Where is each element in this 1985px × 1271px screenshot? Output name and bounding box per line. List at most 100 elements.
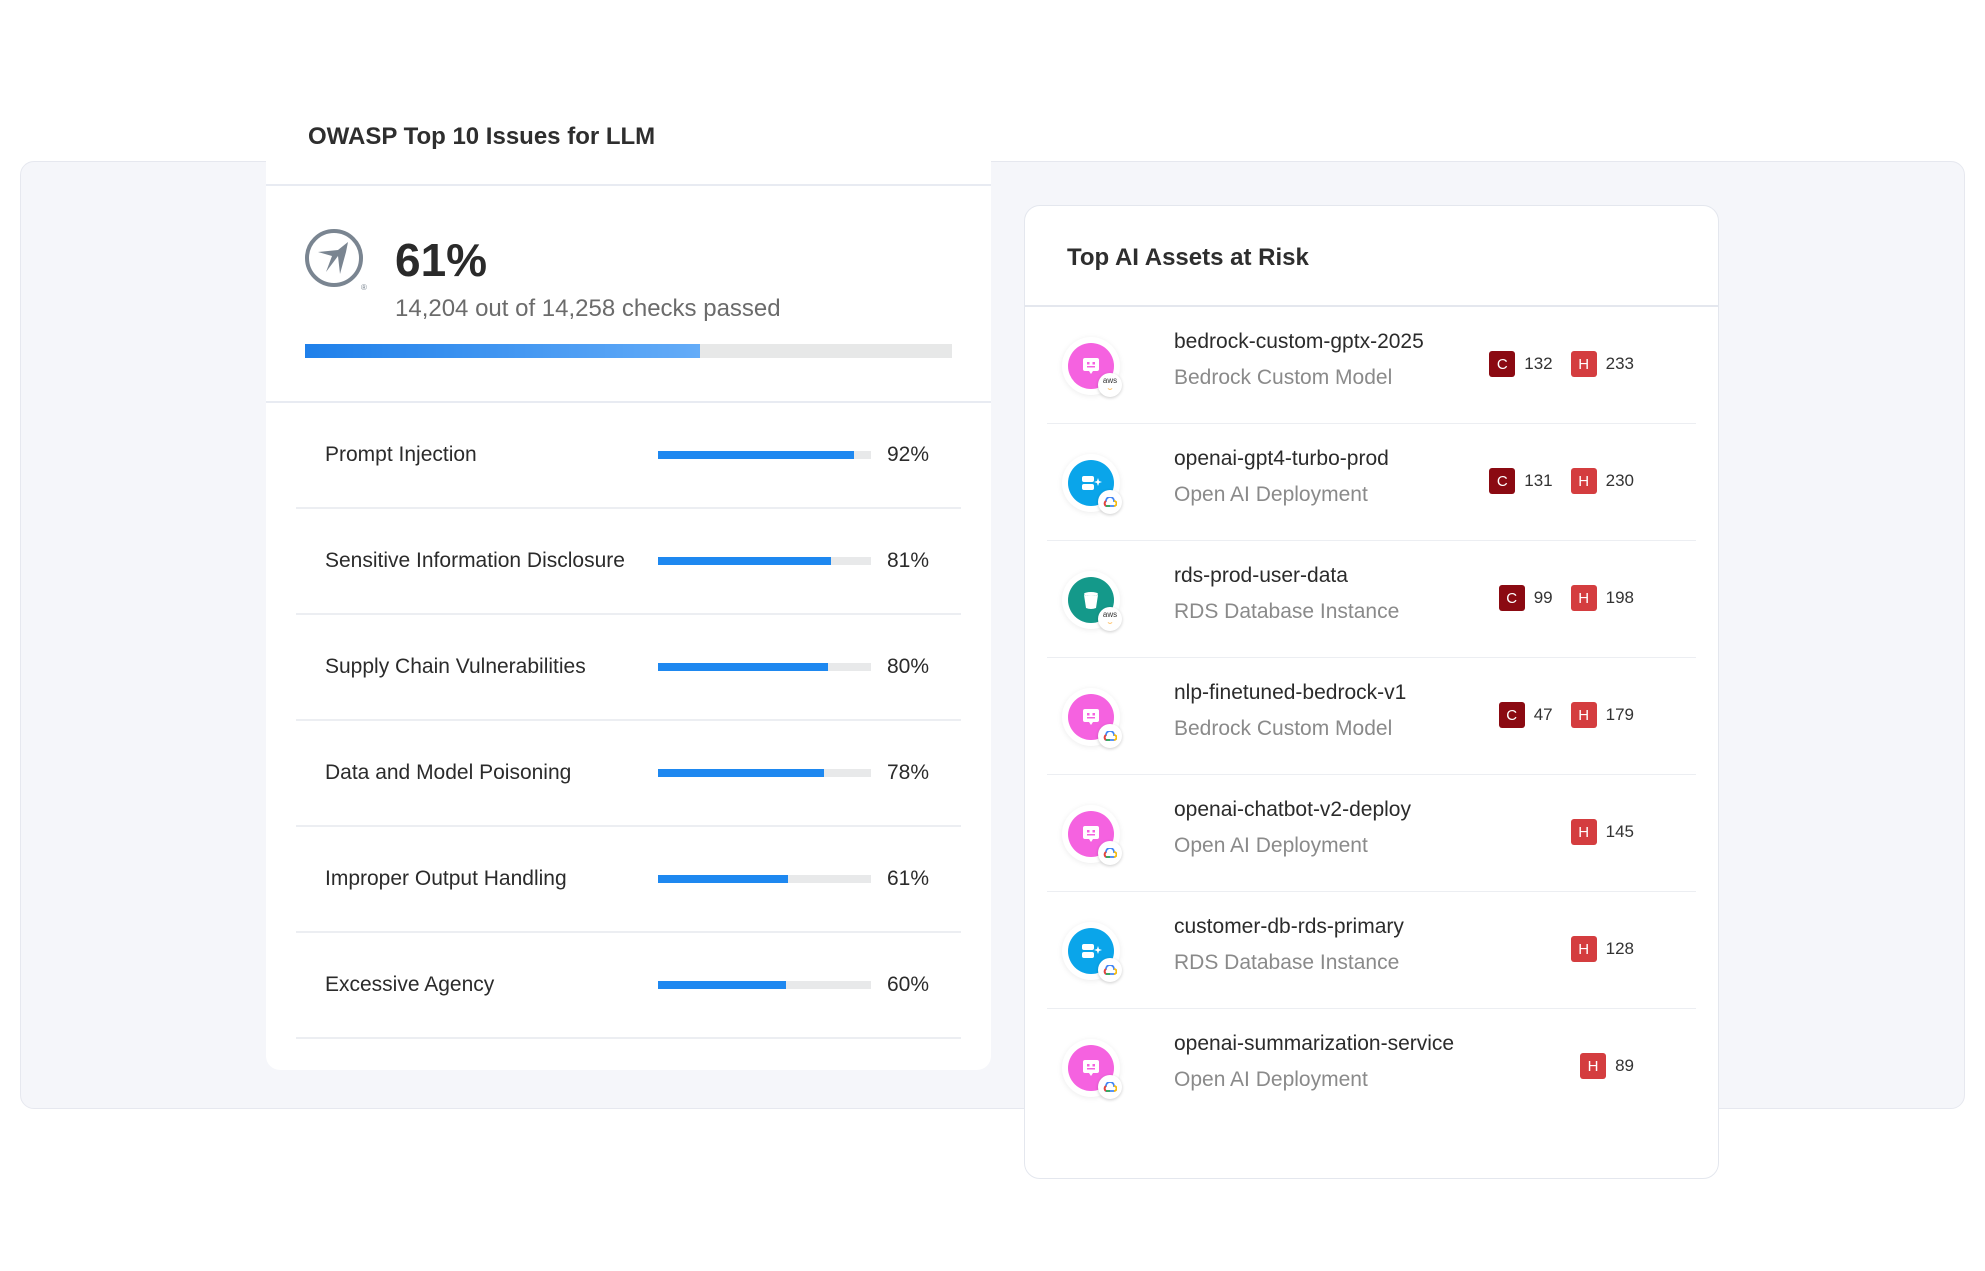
issue-progress-bar [658,663,871,671]
asset-icon [1062,1039,1122,1099]
critical-number: 47 [1533,705,1553,724]
asset-row[interactable]: nlp-finetuned-bedrock-v1 Bedrock Custom … [1047,658,1696,775]
issue-percent: 81% [886,549,929,572]
asset-row[interactable]: openai-chatbot-v2-deploy Open AI Deploym… [1047,775,1696,892]
severity-badges: C 47 H 179 [1481,702,1634,728]
issue-progress-fill [658,451,854,459]
critical-count: C 99 [1498,585,1553,611]
owasp-title: OWASP Top 10 Issues for LLM [266,85,991,186]
asset-row[interactable]: openai-gpt4-turbo-prod Open AI Deploymen… [1047,424,1696,541]
high-number: 179 [1605,705,1634,724]
gcp-logo-icon [1098,841,1122,865]
high-count: H 89 [1580,1053,1634,1079]
issue-progress-bar [658,875,871,883]
assets-title: Top AI Assets at Risk [1025,206,1718,307]
aws-logo-icon: aws ⌣ [1098,607,1122,631]
high-count: H 198 [1570,585,1634,611]
overall-progress-fill [305,344,700,358]
asset-type: Bedrock Custom Model [1174,366,1393,389]
high-badge: H [1570,468,1597,494]
issue-row[interactable]: Supply Chain Vulnerabilities 80% [296,615,961,721]
high-number: 128 [1605,939,1634,958]
gcp-logo-icon [1098,490,1122,514]
asset-row[interactable]: aws ⌣ bedrock-custom-gptx-2025 Bedrock Cu… [1047,307,1696,424]
asset-icon: aws ⌣ [1062,571,1122,631]
issue-label: Data and Model Poisoning [325,761,572,784]
asset-name[interactable]: openai-chatbot-v2-deploy [1174,798,1411,821]
issue-row[interactable]: Sensitive Information Disclosure 81% [296,509,961,615]
severity-badges: H 145 [1553,819,1634,845]
asset-type: RDS Database Instance [1174,600,1400,623]
high-badge: H [1570,936,1597,962]
critical-count: C 132 [1489,351,1553,377]
critical-badge: C [1489,351,1516,377]
critical-count: C 47 [1498,702,1553,728]
asset-row[interactable]: customer-db-rds-primary RDS Database Ins… [1047,892,1696,1009]
asset-icon: aws ⌣ [1062,337,1122,397]
high-badge: H [1570,702,1597,728]
issue-label: Sensitive Information Disclosure [325,549,625,572]
asset-name[interactable]: openai-gpt4-turbo-prod [1174,447,1389,470]
high-number: 230 [1605,471,1634,490]
gcp-logo-icon [1098,1075,1122,1099]
severity-badges: H 89 [1562,1053,1634,1079]
asset-name[interactable]: bedrock-custom-gptx-2025 [1174,330,1424,353]
asset-icon [1062,688,1122,748]
issue-percent: 60% [886,973,929,996]
asset-icon [1062,805,1122,865]
asset-name[interactable]: rds-prod-user-data [1174,564,1348,587]
high-number: 198 [1605,588,1634,607]
issue-percent: 61% [886,867,929,890]
critical-badge: C [1498,585,1525,611]
critical-badge: C [1498,702,1525,728]
issue-percent: 92% [886,443,929,466]
asset-type: Open AI Deployment [1174,834,1368,857]
gcp-logo-icon [1098,958,1122,982]
critical-count: C 131 [1489,468,1553,494]
issue-row[interactable]: Excessive Agency 60% [296,933,961,1039]
issue-label: Prompt Injection [325,443,477,466]
high-count: H 179 [1570,702,1634,728]
issue-label: Excessive Agency [325,973,495,996]
high-count: H 230 [1570,468,1634,494]
issue-progress-fill [658,875,788,883]
issue-label: Improper Output Handling [325,867,567,890]
high-number: 145 [1605,822,1634,841]
issue-progress-fill [658,981,786,989]
asset-type: Bedrock Custom Model [1174,717,1393,740]
owasp-logo-icon: ® [305,229,367,292]
asset-name[interactable]: customer-db-rds-primary [1174,915,1404,938]
severity-badges: C 132 H 233 [1471,351,1634,377]
issue-progress-fill [658,769,825,777]
asset-name[interactable]: nlp-finetuned-bedrock-v1 [1174,681,1407,704]
severity-badges: H 128 [1553,936,1634,962]
issue-row[interactable]: Data and Model Poisoning 78% [296,721,961,827]
overall-progress-bar [305,344,952,358]
asset-name[interactable]: openai-summarization-service [1174,1032,1455,1055]
asset-row[interactable]: openai-summarization-service Open AI Dep… [1047,1009,1696,1126]
issue-label: Supply Chain Vulnerabilities [325,655,586,678]
issue-progress-fill [658,663,829,671]
owasp-summary: ® 61% 14,204 out of 14,258 checks passed [266,186,991,403]
high-count: H 145 [1570,819,1634,845]
critical-number: 132 [1524,354,1553,373]
issue-percent: 80% [886,655,929,678]
issue-row[interactable]: Prompt Injection 92% [296,403,961,509]
issue-progress-bar [658,557,871,565]
asset-type: Open AI Deployment [1174,483,1368,506]
high-count: H 128 [1570,936,1634,962]
high-badge: H [1570,585,1597,611]
asset-type: Open AI Deployment [1174,1068,1368,1091]
high-badge: H [1570,351,1597,377]
issue-progress-bar [658,981,871,989]
issue-progress-bar [658,451,871,459]
critical-number: 131 [1524,471,1553,490]
svg-text:®: ® [361,283,367,292]
issue-row[interactable]: Improper Output Handling 61% [296,827,961,933]
high-number: 233 [1605,354,1634,373]
ai-assets-card: Top AI Assets at Risk aws ⌣ bedrock-custo… [1024,205,1719,1179]
asset-type: RDS Database Instance [1174,951,1400,974]
issue-progress-fill [658,557,831,565]
critical-number: 99 [1533,588,1553,607]
asset-row[interactable]: aws ⌣ rds-prod-user-data RDS Database Ins… [1047,541,1696,658]
